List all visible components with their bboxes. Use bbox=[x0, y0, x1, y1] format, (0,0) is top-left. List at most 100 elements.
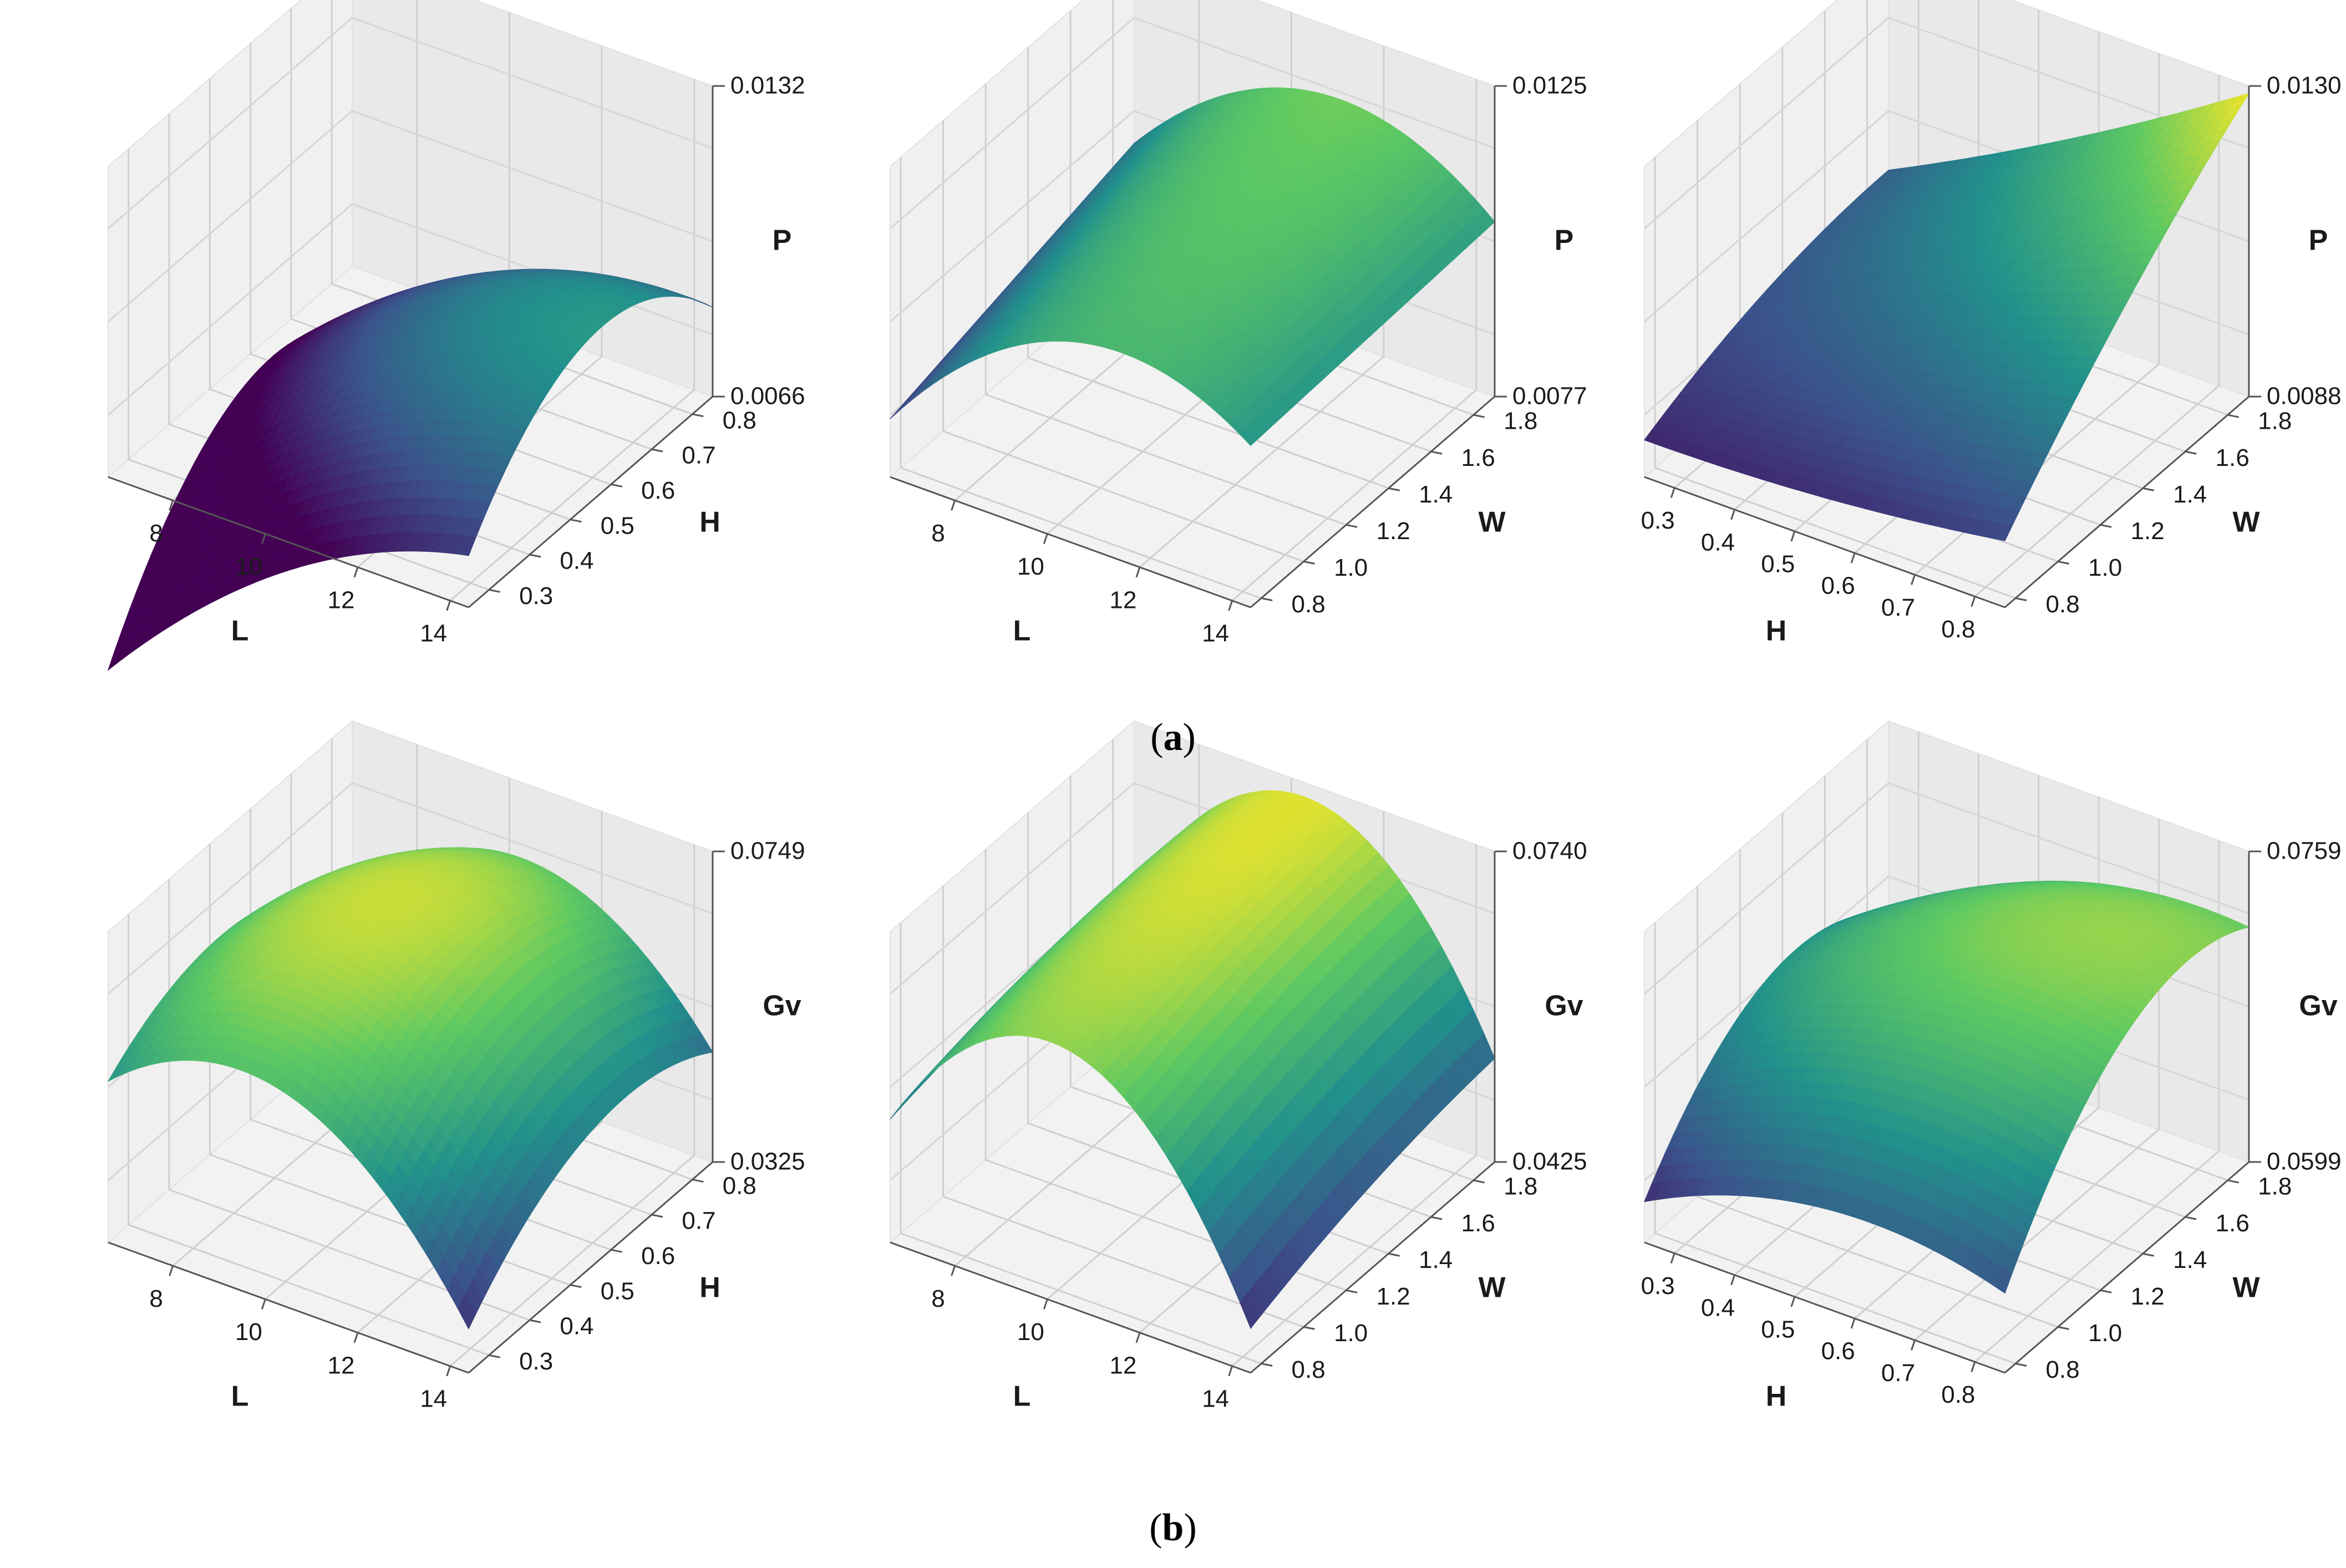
y-tick bbox=[611, 484, 622, 486]
z-tick-label: 0.0132 bbox=[730, 72, 805, 99]
y-tick bbox=[2058, 561, 2069, 564]
z-tick-label: 0.0130 bbox=[2267, 72, 2342, 99]
y-tick bbox=[570, 520, 581, 522]
z-tick-label: 0.0066 bbox=[730, 383, 805, 410]
y-axis-label: W bbox=[2232, 506, 2260, 539]
x-axis-label: L bbox=[231, 615, 249, 647]
y-tick bbox=[611, 1250, 622, 1252]
panel-a-1: 8 10 12 14 L 0.30.4 0.5 0.6 0.7 0.8 H 0.0066 0.0132 P bbox=[108, 0, 805, 670]
y-tick-label: 0.8 bbox=[723, 407, 756, 434]
y-tick bbox=[652, 449, 663, 451]
x-axis-label: H bbox=[1766, 615, 1787, 647]
y-tick-label: 0.4 bbox=[560, 547, 593, 575]
x-tick bbox=[1731, 510, 1735, 520]
x-tick-label: 8 bbox=[931, 520, 945, 547]
y-tick bbox=[530, 1320, 541, 1322]
x-tick bbox=[354, 567, 358, 577]
y-tick-label: 1.6 bbox=[1461, 444, 1495, 471]
y-tick-label: 0.4 bbox=[560, 1313, 593, 1340]
y-tick-label: 1.2 bbox=[2131, 517, 2165, 545]
y-tick-label: 0.8 bbox=[723, 1172, 756, 1199]
x-tick-label: 0.6 bbox=[1821, 572, 1855, 600]
x-tick bbox=[952, 500, 955, 510]
y-tick-label: 1.4 bbox=[2173, 481, 2207, 508]
y-tick-label: 1.6 bbox=[2216, 444, 2249, 471]
z-tick-label: 0.0077 bbox=[1512, 383, 1587, 410]
y-tick bbox=[489, 1355, 500, 1357]
y-tick bbox=[1261, 598, 1272, 600]
y-tick-label: 0.3 bbox=[519, 582, 553, 610]
y-tick bbox=[530, 555, 541, 557]
y-tick-label: 0.6 bbox=[641, 477, 675, 504]
x-tick bbox=[447, 601, 450, 611]
x-tick-label: 8 bbox=[149, 520, 163, 547]
x-tick bbox=[447, 1366, 450, 1376]
y-tick-label: 1.8 bbox=[1504, 408, 1537, 435]
y-tick-label: 0.8 bbox=[2046, 591, 2080, 618]
y-tick bbox=[570, 1285, 581, 1287]
x-tick bbox=[1912, 575, 1915, 585]
x-tick-label: 10 bbox=[235, 1318, 262, 1346]
z-axis-label: P bbox=[2309, 225, 2328, 257]
x-tick-label: 10 bbox=[235, 553, 262, 580]
y-tick-label: 1.4 bbox=[1419, 481, 1453, 508]
y-axis-label: W bbox=[1478, 506, 1506, 539]
y-tick bbox=[692, 414, 703, 417]
x-tick bbox=[262, 1299, 265, 1309]
y-tick-label: 0.5 bbox=[601, 1277, 634, 1305]
y-tick-label: 1.2 bbox=[1377, 517, 1410, 545]
x-tick-label: 14 bbox=[420, 1386, 447, 1413]
y-tick bbox=[2185, 451, 2196, 454]
x-tick-label: 10 bbox=[1017, 553, 1044, 580]
x-tick bbox=[170, 1266, 173, 1276]
y-tick-label: 1.0 bbox=[1334, 554, 1368, 581]
panel-a-3: 0.30.40.50.60.70.8H0.81.01.21.41.61.8W0.… bbox=[1641, 0, 2342, 647]
y-tick-label: 0.7 bbox=[682, 442, 715, 469]
z-axis-label: P bbox=[1555, 225, 1574, 257]
x-tick bbox=[1136, 567, 1140, 577]
x-tick-label: 0.5 bbox=[1761, 551, 1795, 578]
y-tick bbox=[652, 1215, 663, 1217]
y-tick-label: 0.8 bbox=[1292, 591, 1326, 618]
x-tick-label: 0.7 bbox=[1881, 594, 1915, 621]
x-tick bbox=[1671, 488, 1674, 498]
x-tick-label: 12 bbox=[1110, 586, 1137, 613]
x-tick-label: 0.4 bbox=[1701, 529, 1735, 556]
z-tick-label: 0.0125 bbox=[1512, 72, 1587, 99]
z-tick-label: 0.0325 bbox=[730, 1148, 805, 1175]
x-axis-label: L bbox=[1013, 615, 1031, 647]
y-tick bbox=[692, 1180, 703, 1182]
z-axis-label: Gv bbox=[763, 990, 801, 1022]
y-tick bbox=[1474, 415, 1485, 417]
y-tick-label: 0.5 bbox=[601, 512, 634, 539]
y-tick-label: 1.8 bbox=[2258, 408, 2292, 435]
x-tick bbox=[354, 1333, 358, 1343]
y-tick bbox=[2100, 525, 2111, 527]
x-tick-label: 12 bbox=[328, 586, 355, 613]
y-tick bbox=[489, 590, 500, 592]
y-tick-label: 0.7 bbox=[682, 1207, 715, 1235]
y-tick bbox=[1304, 561, 1315, 564]
x-tick bbox=[1229, 601, 1232, 611]
panel-b-1: 8101214L0.30.40.50.60.70.8H0.03250.0749G… bbox=[108, 721, 805, 1413]
y-tick bbox=[2143, 488, 2154, 490]
x-tick-label: 14 bbox=[420, 620, 447, 647]
x-tick-label: 8 bbox=[149, 1285, 163, 1312]
x-tick bbox=[1972, 596, 1975, 606]
x-tick-label: 0.3 bbox=[1641, 507, 1675, 534]
y-tick bbox=[1346, 525, 1357, 527]
y-tick bbox=[2228, 415, 2239, 417]
y-axis-label: H bbox=[699, 1272, 720, 1304]
y-tick bbox=[2015, 598, 2027, 600]
y-tick bbox=[1431, 451, 1442, 454]
x-tick bbox=[1044, 534, 1047, 544]
x-tick-label: 0.8 bbox=[1941, 616, 1975, 643]
y-tick-label: 0.6 bbox=[641, 1242, 675, 1270]
x-tick bbox=[1791, 531, 1795, 541]
panel-b-2: 8101214L0.81.01.21.41.61.8W0.04250.0740G… bbox=[890, 721, 1587, 1413]
z-axis-label: P bbox=[773, 225, 792, 257]
y-axis-label: H bbox=[699, 506, 720, 539]
